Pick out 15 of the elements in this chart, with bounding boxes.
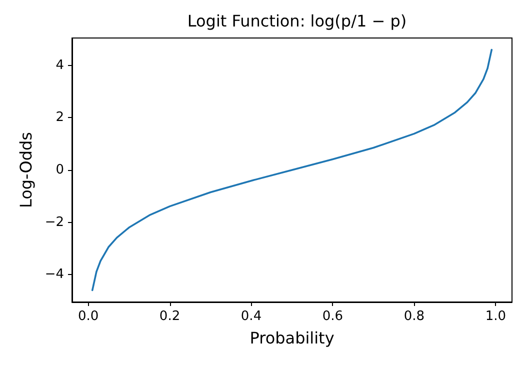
chart-title: Logit Function: log(p/1 − p) [187,12,407,30]
x-tick-label: 1.0 [485,309,506,324]
line-series [91,48,493,292]
y-tick-label: 0 [56,162,64,178]
y-tick-label: −2 [44,214,64,230]
y-tick-label: 2 [56,110,64,126]
y-axis-title: Log-Odds [16,132,36,208]
x-tick-label: 0.8 [404,309,425,324]
x-tick-label: 0.6 [322,309,344,324]
y-tick-label: 4 [56,58,64,73]
x-tick-label: 0.0 [78,309,99,324]
x-tick-label: 0.2 [159,309,180,324]
y-tick-label: −4 [44,267,64,282]
x-axis-title: Probability [250,328,334,348]
x-tick-label: 0.4 [240,309,262,324]
